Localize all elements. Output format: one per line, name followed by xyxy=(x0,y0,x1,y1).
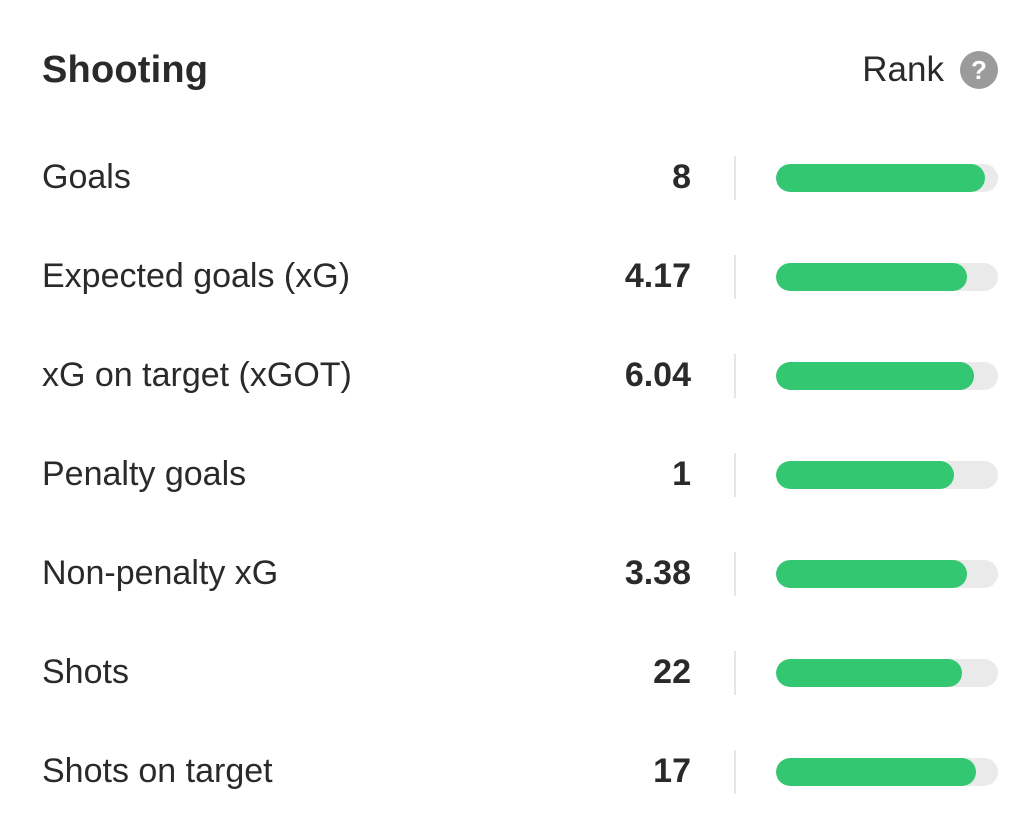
rank-header[interactable]: Rank ? xyxy=(862,50,998,90)
rank-bar-fill xyxy=(776,163,985,192)
stat-label: Shots xyxy=(42,653,129,691)
divider xyxy=(734,750,736,794)
rank-bar xyxy=(776,163,998,192)
stat-label: Goals xyxy=(42,158,131,196)
stat-row-expected-goals: Expected goals (xG) 4.17 xyxy=(42,227,998,326)
rank-bar-fill xyxy=(776,559,967,588)
stat-row-shots: Shots 22 xyxy=(42,623,998,722)
rank-bar-fill xyxy=(776,757,976,786)
stat-row-penalty-goals: Penalty goals 1 xyxy=(42,425,998,524)
section-title: Shooting xyxy=(42,48,209,91)
stat-row-non-penalty-xg: Non-penalty xG 3.38 xyxy=(42,524,998,623)
stat-row-goals: Goals 8 xyxy=(42,128,998,227)
divider xyxy=(734,453,736,497)
rank-bar-fill xyxy=(776,262,967,291)
rank-bar xyxy=(776,361,998,390)
divider xyxy=(734,255,736,299)
stat-label: Non-penalty xG xyxy=(42,554,279,592)
divider xyxy=(734,156,736,200)
rank-bar-fill xyxy=(776,361,974,390)
rank-bar xyxy=(776,757,998,786)
stat-row-xg-on-target: xG on target (xGOT) 6.04 xyxy=(42,326,998,425)
rank-bar xyxy=(776,658,998,687)
stat-value: 4.17 xyxy=(624,257,691,295)
rank-bar-fill xyxy=(776,658,963,687)
divider xyxy=(734,354,736,398)
stat-value: 22 xyxy=(653,653,691,691)
rank-bar xyxy=(776,559,998,588)
rank-label: Rank xyxy=(862,50,944,89)
stat-value: 1 xyxy=(672,455,691,493)
rank-bar-fill xyxy=(776,460,954,489)
rank-bar xyxy=(776,460,998,489)
section-header: Shooting Rank ? xyxy=(42,40,998,100)
stat-label: xG on target (xGOT) xyxy=(42,356,352,394)
divider xyxy=(734,552,736,596)
stat-label: Penalty goals xyxy=(42,455,247,493)
help-icon[interactable]: ? xyxy=(960,51,998,89)
stat-label: Shots on target xyxy=(42,752,273,790)
stat-row-shots-on-target: Shots on target 17 xyxy=(42,722,998,821)
stat-value: 6.04 xyxy=(624,356,691,394)
divider xyxy=(734,651,736,695)
stat-value: 8 xyxy=(672,158,691,196)
stat-value: 3.38 xyxy=(624,554,691,592)
stats-list: Goals 8 Expected goals (xG) 4.17 xG on t… xyxy=(42,128,998,821)
rank-bar xyxy=(776,262,998,291)
stat-value: 17 xyxy=(653,752,691,790)
stat-label: Expected goals (xG) xyxy=(42,257,351,295)
